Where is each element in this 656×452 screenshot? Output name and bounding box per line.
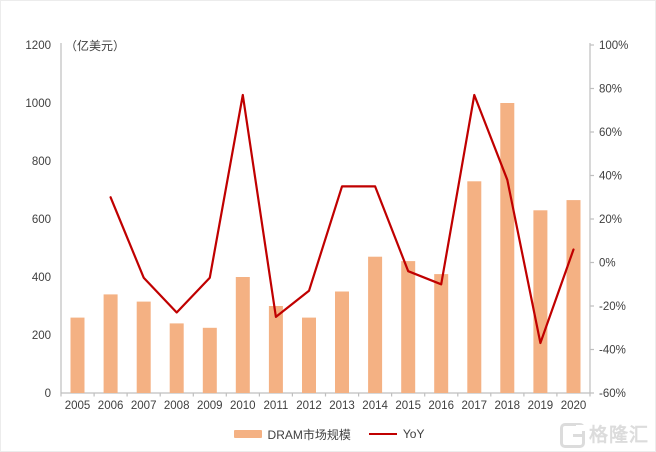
bar-2020: [566, 200, 581, 393]
x-axis-year-label: 2014: [362, 400, 388, 412]
legend-item-yoy: YoY: [368, 427, 425, 441]
bar-2015: [401, 261, 416, 393]
line-series: [109, 93, 575, 345]
right-axis-tick-label: -20%: [599, 301, 626, 313]
left-axis-tick-label: 400: [32, 272, 51, 284]
gelonghui-logo-icon: [559, 423, 585, 448]
bar-series-swatch-icon: [233, 430, 262, 438]
left-axis-tick-label: 1000: [25, 98, 51, 110]
bar-2014: [368, 256, 383, 393]
x-axis-year-label: 2009: [197, 400, 223, 412]
right-axis-tick-label: -60%: [599, 388, 626, 400]
x-axis-year-label: 2013: [329, 400, 355, 412]
bar-2010: [235, 277, 250, 393]
x-axis-year-label: 2006: [98, 400, 124, 412]
x-axis-year-label: 2011: [264, 400, 289, 412]
right-axis-tick-label: 60%: [599, 127, 622, 139]
left-axis-tick-label: 600: [32, 214, 51, 226]
right-axis-tick-label: 20%: [599, 214, 622, 226]
legend-item-dram: DRAM市场规模: [233, 426, 351, 443]
x-axis-year-label: 2017: [462, 400, 488, 412]
bar-2008: [169, 323, 184, 393]
left-axis-tick-label: 1200: [25, 40, 51, 52]
gelonghui-watermark: 格隆汇: [559, 423, 649, 448]
bar-2005: [70, 317, 85, 393]
left-axis-tick-label: 0: [45, 388, 51, 400]
left-axis-tick-label: 200: [32, 330, 51, 342]
x-axis-year-label: 2007: [131, 400, 157, 412]
yoy-line: [109, 93, 575, 345]
bar-2011: [268, 306, 283, 393]
x-axis-year-label: 2010: [230, 400, 256, 412]
bar-2009: [202, 327, 217, 394]
right-axis-tick-label: 40%: [599, 171, 622, 183]
bar-2019: [533, 210, 548, 393]
left-axis-unit-label: （亿美元）: [65, 38, 125, 53]
line-series-swatch-icon: [368, 432, 397, 436]
right-axis-tick-label: 100%: [599, 40, 628, 52]
x-axis-year-label: 2020: [561, 400, 587, 412]
x-axis-year-label: 2005: [65, 400, 91, 412]
axis-ticks: [60, 44, 594, 397]
watermark-text: 格隆汇: [588, 425, 649, 446]
x-axis-year-label: 2019: [528, 400, 554, 412]
bar-2018: [500, 103, 515, 393]
bar-series: [70, 103, 581, 394]
x-axis-year-label: 2016: [428, 400, 454, 412]
right-axis-tick-label: 80%: [599, 84, 622, 96]
legend-label-yoy: YoY: [402, 427, 425, 441]
x-axis-year-label: 2008: [164, 400, 190, 412]
x-axis-year-label: 2015: [395, 400, 421, 412]
legend-label-dram: DRAM市场规模: [267, 427, 351, 442]
bar-2007: [136, 301, 151, 393]
x-axis-year-label: 2018: [495, 400, 521, 412]
bar-2006: [103, 294, 118, 393]
bar-2016: [434, 274, 449, 393]
bar-2013: [335, 291, 349, 393]
bar-2012: [302, 317, 316, 393]
axis-labels: 0 200 400 600 800 1000 1200 -60% -40% -20% 0% 20% 40…: [25, 40, 628, 412]
bar-2017: [467, 181, 482, 393]
chart-legend: DRAM市场规模 YoY: [1, 423, 655, 445]
left-axis-tick-label: 800: [32, 156, 51, 168]
right-axis-tick-label: -40%: [599, 345, 626, 357]
right-axis-tick-label: 0%: [599, 258, 616, 270]
x-axis-year-label: 2012: [296, 400, 322, 412]
